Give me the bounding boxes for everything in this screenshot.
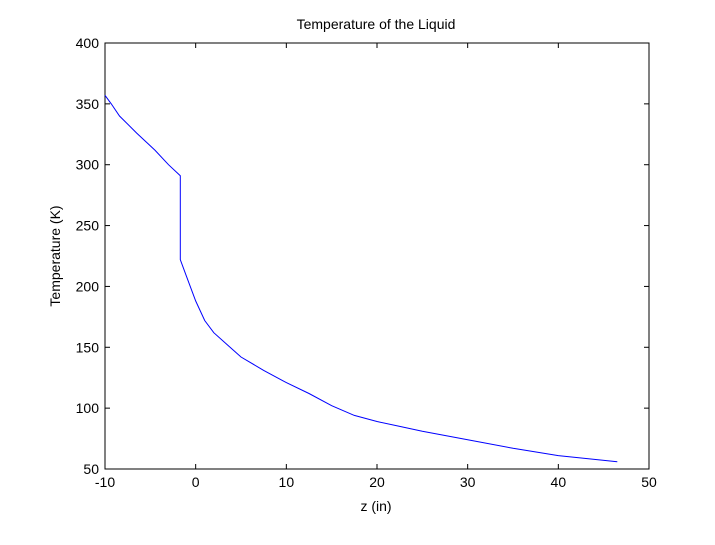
x-axis-label: z (in) bbox=[360, 498, 391, 514]
y-tick-label: 150 bbox=[76, 339, 100, 355]
x-tick-label: 40 bbox=[551, 474, 567, 490]
x-tick-label: 10 bbox=[279, 474, 295, 490]
x-tick-label: 20 bbox=[369, 474, 385, 490]
y-tick-label: 350 bbox=[76, 96, 100, 112]
y-tick-label: 200 bbox=[76, 278, 100, 294]
y-tick-label: 400 bbox=[76, 35, 100, 51]
y-tick-label: 100 bbox=[76, 400, 100, 416]
y-tick-label: 300 bbox=[76, 157, 100, 173]
y-axis-label: Temperature (K) bbox=[47, 205, 63, 306]
y-tick-label: 50 bbox=[83, 461, 99, 477]
chart-title: Temperature of the Liquid bbox=[297, 16, 456, 32]
x-tick-label: 30 bbox=[460, 474, 476, 490]
series-line bbox=[104, 95, 618, 463]
plot-area: -10 0 10 20 30 40 50 50 100 150 200 250 300 350 400 bbox=[76, 35, 657, 490]
x-tick-label: -10 bbox=[95, 474, 115, 490]
x-tick-label: 0 bbox=[192, 474, 200, 490]
y-tick-label: 250 bbox=[76, 218, 100, 234]
x-tick-label: 50 bbox=[641, 474, 657, 490]
